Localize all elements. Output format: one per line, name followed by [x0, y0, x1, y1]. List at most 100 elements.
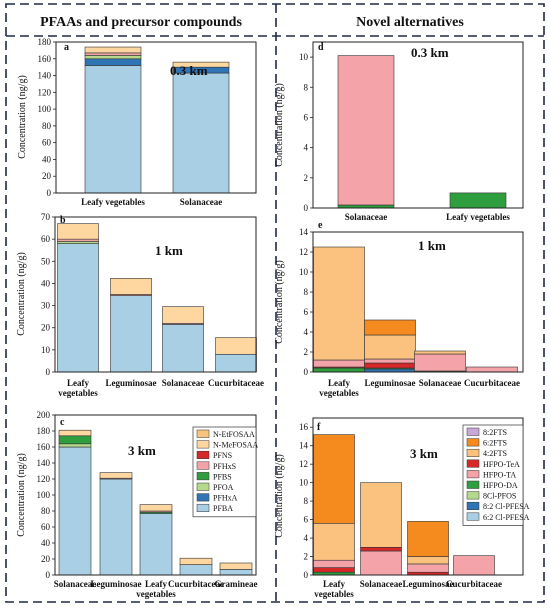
category-label: Solanaceae: [419, 378, 462, 388]
y-tick-label: 120: [37, 474, 51, 484]
legend-entry: 6:2 Cl-PFESA: [483, 513, 530, 522]
legend-swatch: [466, 459, 480, 468]
y-tick-label: 40: [41, 538, 51, 548]
legend-swatch: [466, 448, 480, 457]
legend-swatch: [466, 470, 480, 479]
bar-segment-pfba: [99, 478, 133, 576]
bar-segment-pfbs: [58, 435, 92, 445]
legend-swatch: [196, 493, 210, 502]
legend-swatch: [466, 480, 480, 489]
y-tick-label: 180: [37, 426, 51, 436]
y-axis-label: Concentration (ng/g): [17, 75, 28, 159]
bar-segment-pfhxs: [84, 52, 142, 56]
legend-entry: HFPO-TA: [483, 470, 516, 479]
category-label: vegetables: [319, 388, 359, 398]
bar-segment-6-2fts: [364, 319, 416, 336]
legend-swatch: [196, 440, 210, 449]
chart-panel-d: 0 2 4 6 8 10 Solanaceae Leafy vegetables Concent…: [274, 41, 524, 222]
y-tick-label: 0: [46, 570, 51, 580]
bar-segment-pfba: [219, 569, 253, 576]
bar-segment-n-mefosaa: [84, 46, 142, 54]
y-tick-label: 8: [304, 287, 309, 297]
y-tick-label: 100: [37, 490, 51, 500]
bar-segment-4-2fts: [313, 522, 355, 561]
plot-frame: [55, 41, 257, 194]
bar-segment-pfba: [58, 446, 92, 576]
category-label: Leafy: [145, 579, 167, 589]
bar-segment-hfpo-ta: [414, 353, 466, 372]
category-label: Solanaceae: [345, 212, 388, 222]
y-tick-label: 4: [304, 143, 309, 153]
category-label: Cucurbitaceae: [446, 579, 502, 589]
bar-segment-pfba: [139, 513, 173, 576]
bar-segment-hfpo-ta: [466, 366, 518, 373]
y-tick-label: 60: [42, 138, 52, 148]
y-tick-label: 80: [42, 121, 52, 131]
bar-segment-4-2fts: [364, 334, 416, 360]
category-label: vegetables: [136, 589, 176, 599]
category-label: Leafy vegetables: [446, 212, 510, 222]
legend-swatch: [466, 501, 480, 510]
bar-segment-n-mefosaa: [139, 504, 173, 512]
category-label: Gramineae: [215, 579, 258, 589]
bar-segment-hfpo-da: [449, 192, 507, 209]
bar-segment-6-2fts: [407, 521, 449, 557]
bar-segment-hfpo-ta: [364, 358, 416, 364]
category-label: Solanaceae: [54, 579, 97, 589]
bar-segment-6-2fts: [313, 434, 355, 524]
bar-segment-pfba: [215, 353, 257, 373]
category-label: vegetables: [58, 388, 98, 398]
y-tick-label: 10: [41, 345, 51, 355]
y-tick-label: 6: [304, 112, 309, 122]
distance-annotation: 0.3 km: [170, 63, 208, 78]
legend-entry: N-EtFOSAA: [213, 430, 255, 439]
y-tick-label: 2: [304, 347, 309, 357]
legend-entry: 6:2FTS: [483, 439, 507, 448]
bar-segment-hfpo-tea: [360, 546, 402, 552]
y-tick-label: 30: [41, 301, 51, 311]
y-tick-label: 2: [304, 173, 309, 183]
bar-segment-pfhxs: [57, 238, 99, 242]
right-column-header: Novel alternatives: [356, 15, 464, 30]
distance-annotation: 1 km: [155, 243, 183, 258]
y-tick-label: 40: [41, 278, 51, 288]
category-label: Cucurbitaceae: [464, 378, 520, 388]
y-tick-label: 12: [299, 459, 308, 469]
legend-entry: PFOA: [213, 483, 234, 492]
bar-segment-hfpo-ta: [313, 359, 365, 368]
category-label: Solanaceae: [162, 378, 205, 388]
category-label: Solanaceae: [360, 579, 403, 589]
bar-segment-pfba: [172, 72, 230, 194]
y-tick-label: 20: [42, 171, 52, 181]
bar-segment-n-mefosaa: [179, 557, 213, 565]
bar-segment-4-2fts: [313, 246, 365, 361]
y-tick-label: 160: [37, 442, 51, 452]
frame: [5, 3, 545, 603]
legend-entry: PFHxA: [213, 494, 238, 503]
y-tick-label: 0: [46, 367, 51, 377]
panel-label: c: [60, 417, 65, 428]
bar-segment-pfba: [57, 243, 99, 373]
bar-segment-pfba: [110, 295, 152, 373]
chart-panel-c: 0 20 40 60 80 100 120 140 160 180 200 SolanaceaeLeg…: [16, 410, 258, 599]
legend-entry: PFBA: [213, 504, 233, 513]
legend-swatch: [196, 429, 210, 438]
distance-annotation: 3 km: [410, 446, 438, 461]
legend-entry: 8:2FTS: [483, 428, 507, 437]
legend-swatch: [196, 450, 210, 459]
y-tick-label: 140: [38, 71, 52, 81]
panel-label: d: [318, 42, 324, 53]
legend-swatch: [466, 427, 480, 436]
category-label: Leafy: [328, 378, 350, 388]
y-tick-label: 0: [304, 203, 309, 213]
legend-swatch: [466, 512, 480, 521]
category-label: Leafy vegetables: [81, 197, 145, 207]
category-label: Leguminosae: [402, 579, 453, 589]
legend-entry: HFPO-TeA: [483, 460, 520, 469]
bar-segment-pfoa: [58, 443, 92, 448]
bar-segment-hfpo-tea: [313, 567, 355, 573]
y-tick-label: 2: [304, 552, 309, 562]
